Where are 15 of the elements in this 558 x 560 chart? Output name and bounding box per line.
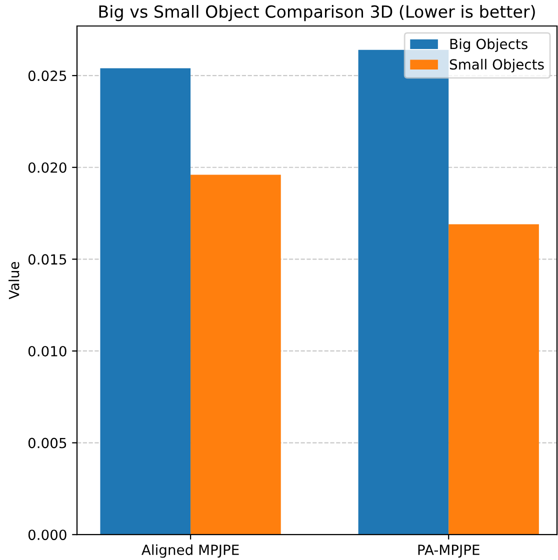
y-tick-label: 0.015	[28, 254, 66, 265]
legend-label: Small Objects	[450, 58, 544, 72]
y-tick-label: 0.010	[28, 346, 66, 356]
x-tick-label: PA-MPJPE	[418, 544, 480, 558]
bar	[190, 174, 281, 535]
y-tick-label: 0.020	[28, 162, 66, 173]
legend-label: Big Objects	[450, 38, 528, 52]
y-tick-label: 0.005	[28, 438, 66, 448]
y-tick-label: 0.000	[28, 530, 66, 540]
bar	[448, 224, 539, 535]
bar	[100, 68, 191, 535]
y-axis-title: Value	[8, 262, 20, 300]
x-tick-label: Aligned MPJPE	[142, 544, 239, 558]
chart-title: Big vs Small Object Comparison 3D (Lower is better)	[99, 5, 535, 22]
y-tick-label: 0.025	[28, 70, 66, 82]
